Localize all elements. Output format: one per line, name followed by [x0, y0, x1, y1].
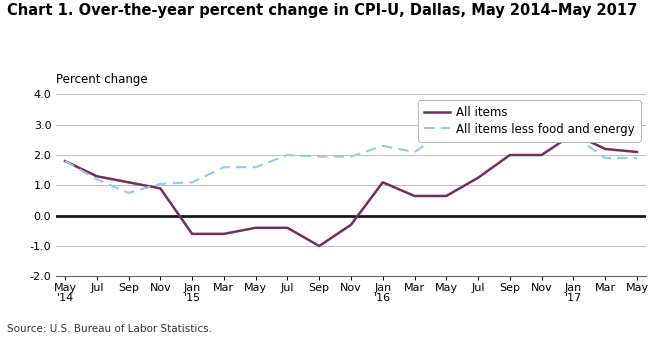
- All items less food and energy: [125, 191, 133, 195]
- All items: [442, 194, 450, 198]
- All items: [188, 232, 196, 236]
- Legend: All items, All items less food and energy: All items, All items less food and energ…: [418, 100, 641, 142]
- Line: All items less food and energy: All items less food and energy: [65, 129, 637, 193]
- All items: [125, 180, 133, 184]
- All items less food and energy: [569, 133, 577, 137]
- All items: [93, 174, 101, 178]
- All items less food and energy: [442, 129, 450, 133]
- All items: [411, 194, 419, 198]
- All items: [283, 226, 291, 230]
- All items: [220, 232, 228, 236]
- All items: [633, 150, 641, 154]
- All items: [252, 226, 260, 230]
- All items less food and energy: [93, 177, 101, 181]
- All items less food and energy: [633, 156, 641, 160]
- All items less food and energy: [220, 165, 228, 169]
- All items less food and energy: [315, 154, 323, 159]
- All items less food and energy: [411, 150, 419, 154]
- All items less food and energy: [157, 182, 165, 186]
- All items less food and energy: [283, 153, 291, 157]
- All items: [474, 176, 482, 180]
- All items: [537, 153, 545, 157]
- All items less food and energy: [379, 144, 387, 148]
- All items: [157, 186, 165, 190]
- All items less food and energy: [537, 129, 545, 133]
- All items: [569, 132, 577, 136]
- All items: [379, 180, 387, 184]
- All items less food and energy: [506, 127, 514, 131]
- All items less food and energy: [474, 127, 482, 131]
- All items less food and energy: [61, 159, 69, 163]
- All items: [347, 223, 355, 227]
- Line: All items: All items: [65, 134, 637, 246]
- Text: Chart 1. Over-the-year percent change in CPI-U, Dallas, May 2014–May 2017: Chart 1. Over-the-year percent change in…: [7, 3, 637, 19]
- All items less food and energy: [347, 154, 355, 159]
- All items: [315, 244, 323, 248]
- Text: Percent change: Percent change: [56, 73, 147, 86]
- All items less food and energy: [601, 156, 609, 160]
- Text: Source: U.S. Bureau of Labor Statistics.: Source: U.S. Bureau of Labor Statistics.: [7, 324, 212, 334]
- All items: [601, 147, 609, 151]
- All items: [61, 159, 69, 163]
- All items less food and energy: [188, 180, 196, 184]
- All items: [506, 153, 514, 157]
- All items less food and energy: [252, 165, 260, 169]
